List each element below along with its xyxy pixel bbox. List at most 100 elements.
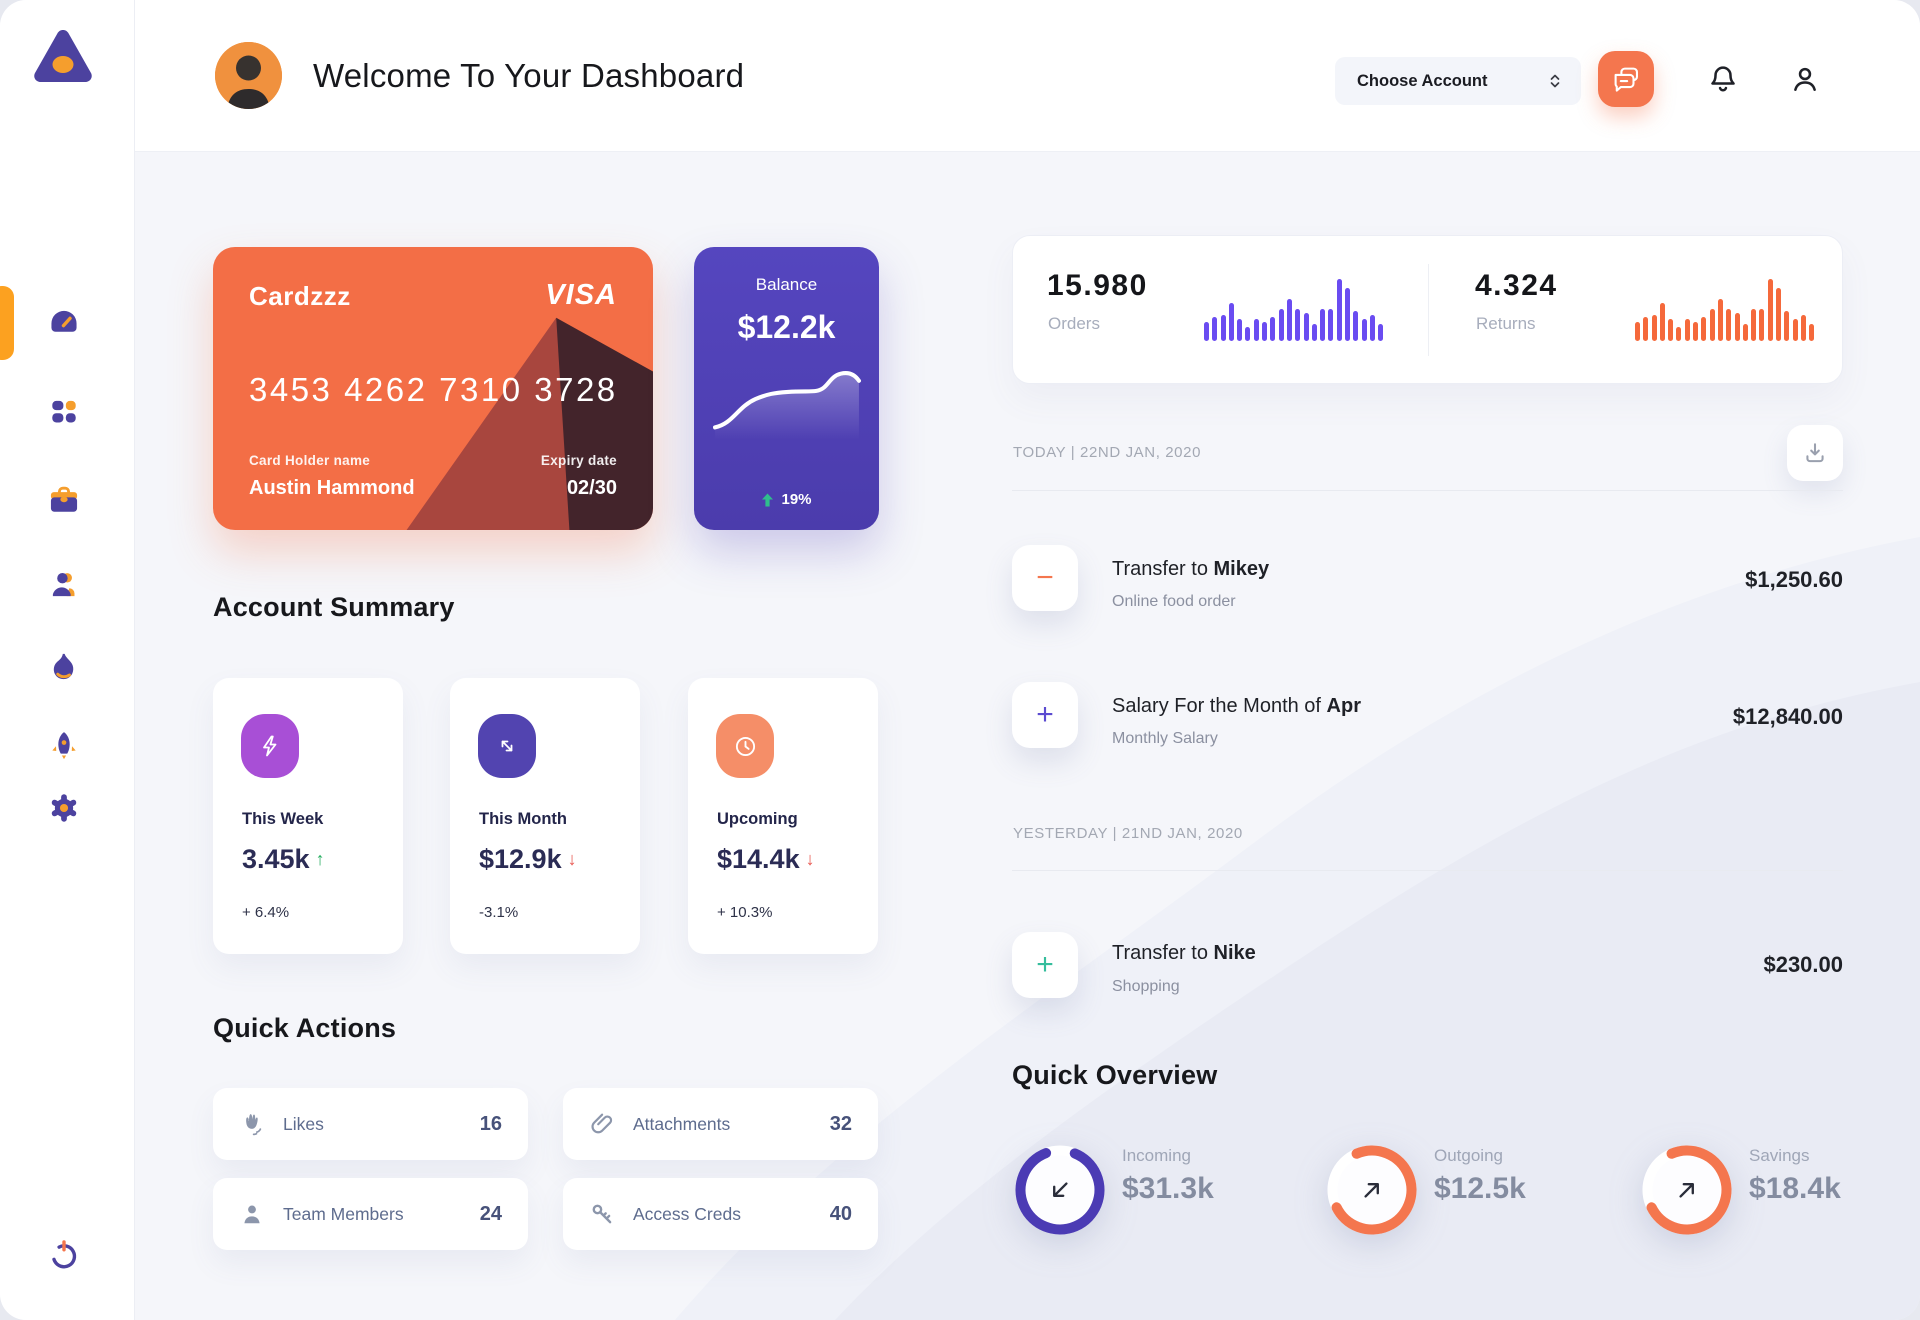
bell-icon xyxy=(1711,66,1735,92)
returns-label: Returns xyxy=(1476,314,1536,333)
incoming-label: Incoming xyxy=(1122,1146,1191,1165)
divider xyxy=(1012,870,1843,871)
summary-card-this-month[interactable]: This Month $12.9k ↓ -3.1% xyxy=(450,678,640,954)
trend-arrow-icon: ↓ xyxy=(805,849,815,869)
sidebar-active-indicator xyxy=(0,286,14,360)
transaction-amount: $230.00 xyxy=(1763,952,1843,977)
app-logo[interactable] xyxy=(30,26,96,86)
returns-value: 4.324 xyxy=(1475,269,1558,302)
logout-button[interactable] xyxy=(47,1238,81,1272)
waving-hand-icon xyxy=(246,1114,262,1136)
sidebar-item-apps[interactable] xyxy=(46,394,82,430)
quick-action-label: Likes xyxy=(283,1113,324,1134)
transaction-title: Transfer to Mikey xyxy=(1112,558,1270,580)
trend-arrow-icon: ↑ xyxy=(315,849,325,869)
summary-delta: + 10.3% xyxy=(717,904,773,921)
key-icon xyxy=(592,1204,612,1224)
briefcase-icon xyxy=(50,486,78,512)
savings-label: Savings xyxy=(1749,1146,1810,1165)
profile-button[interactable] xyxy=(1783,57,1827,101)
user-icon xyxy=(52,572,75,597)
person-icon xyxy=(1794,67,1816,91)
arrow-up-icon xyxy=(762,493,774,506)
card-expiry-label: Expiry date xyxy=(540,453,617,468)
balance-card[interactable]: Balance $12.2k 19% xyxy=(694,247,879,530)
sidebar-item-trending[interactable] xyxy=(46,649,82,685)
notifications-button[interactable] xyxy=(1701,57,1745,101)
quick-action-label: Attachments xyxy=(633,1113,731,1134)
transaction-sign-plus[interactable]: + xyxy=(1012,682,1078,748)
summary-delta: + 6.4% xyxy=(242,904,290,921)
summary-label: This Month xyxy=(479,810,567,828)
summary-value: $12.9k ↓ xyxy=(479,844,577,874)
flame-icon xyxy=(53,653,74,680)
quick-overview-title: Quick Overview xyxy=(1012,1060,1218,1090)
balance-value: $12.2k xyxy=(737,309,836,345)
messages-button[interactable] xyxy=(1598,51,1654,107)
sidebar-item-dashboard[interactable] xyxy=(46,304,82,340)
balance-label: Balance xyxy=(755,275,818,294)
balance-sparkline xyxy=(712,371,861,440)
quick-actions-title: Quick Actions xyxy=(213,1013,397,1043)
quick-action-count: 16 xyxy=(479,1112,502,1135)
lightning-bolt-icon xyxy=(241,714,299,778)
quick-action-access-creds[interactable]: Access Creds 40 xyxy=(563,1178,878,1250)
card-number: 3453 4262 7310 3728 xyxy=(249,371,618,408)
balance-delta-value: 19% xyxy=(781,491,812,508)
orders-value: 15.980 xyxy=(1047,269,1148,302)
credit-card[interactable]: Cardzzz VISA 3453 4262 7310 3728 Card Ho… xyxy=(213,247,653,530)
card-holder-label: Card Holder name xyxy=(249,453,371,468)
power-icon xyxy=(51,1240,77,1269)
summary-card-this-week[interactable]: This Week 3.45k ↑ + 6.4% xyxy=(213,678,403,954)
quick-action-team-members[interactable]: Team Members 24 xyxy=(213,1178,528,1250)
gauge-dashboard-icon xyxy=(51,310,77,332)
summary-label: Upcoming xyxy=(717,810,798,828)
page-title: Welcome To Your Dashboard xyxy=(313,57,745,94)
card-holder-name: Austin Hammond xyxy=(249,477,415,499)
clock-icon xyxy=(716,714,774,778)
chat-bubbles-icon xyxy=(1614,67,1638,92)
panel-divider xyxy=(1428,264,1429,356)
transaction-title: Salary For the Month of Apr xyxy=(1112,695,1361,717)
sidebar-item-launch[interactable] xyxy=(46,727,82,763)
transaction-subtitle: Online food order xyxy=(1112,593,1236,610)
arrow-down-left-icon xyxy=(1012,1142,1108,1238)
summary-label: This Week xyxy=(242,810,324,828)
summary-value: 3.45k ↑ xyxy=(242,844,325,874)
incoming-value: $31.3k xyxy=(1122,1172,1214,1205)
account-selector-label: Choose Account xyxy=(1357,71,1488,90)
account-selector[interactable]: Choose Account xyxy=(1335,57,1581,105)
summary-card-upcoming[interactable]: Upcoming $14.4k ↓ + 10.3% xyxy=(688,678,878,954)
user-avatar[interactable] xyxy=(215,42,282,109)
transaction-subtitle: Monthly Salary xyxy=(1112,730,1218,747)
orders-label: Orders xyxy=(1048,314,1100,333)
quick-action-count: 32 xyxy=(829,1112,852,1135)
sidebar-item-work[interactable] xyxy=(46,482,82,518)
paperclip-icon xyxy=(591,1113,613,1134)
trend-arrow-icon: ↓ xyxy=(567,849,577,869)
quick-action-likes[interactable]: Likes 16 xyxy=(213,1088,528,1160)
outgoing-label: Outgoing xyxy=(1434,1146,1503,1165)
quick-action-count: 24 xyxy=(479,1202,502,1225)
transaction-sign-minus[interactable]: − xyxy=(1012,545,1078,611)
outgoing-value: $12.5k xyxy=(1434,1172,1526,1205)
sidebar-item-contacts[interactable] xyxy=(46,567,82,603)
card-expiry-value: 02/30 xyxy=(566,477,617,499)
savings-value: $18.4k xyxy=(1749,1172,1841,1205)
diagonal-arrows-icon xyxy=(478,714,536,778)
arrow-up-right-icon xyxy=(1324,1142,1420,1238)
rocket-icon xyxy=(52,732,76,760)
transaction-amount: $1,250.60 xyxy=(1745,567,1843,592)
download-button[interactable] xyxy=(1787,425,1843,481)
card-name: Cardzzz xyxy=(249,281,351,311)
header: Welcome To Your Dashboard Choose Account xyxy=(135,0,1920,152)
sidebar-item-settings[interactable] xyxy=(46,790,82,826)
team-member-icon xyxy=(244,1205,260,1224)
transaction-subtitle: Shopping xyxy=(1112,978,1180,995)
date-group-today: TODAY | 22ND JAN, 2020 xyxy=(1013,444,1202,461)
summary-delta: -3.1% xyxy=(479,904,519,921)
transaction-sign-plus[interactable]: + xyxy=(1012,932,1078,998)
quick-action-attachments[interactable]: Attachments 32 xyxy=(563,1088,878,1160)
returns-bar-chart xyxy=(1635,277,1815,341)
orders-bar-chart xyxy=(1204,277,1384,341)
